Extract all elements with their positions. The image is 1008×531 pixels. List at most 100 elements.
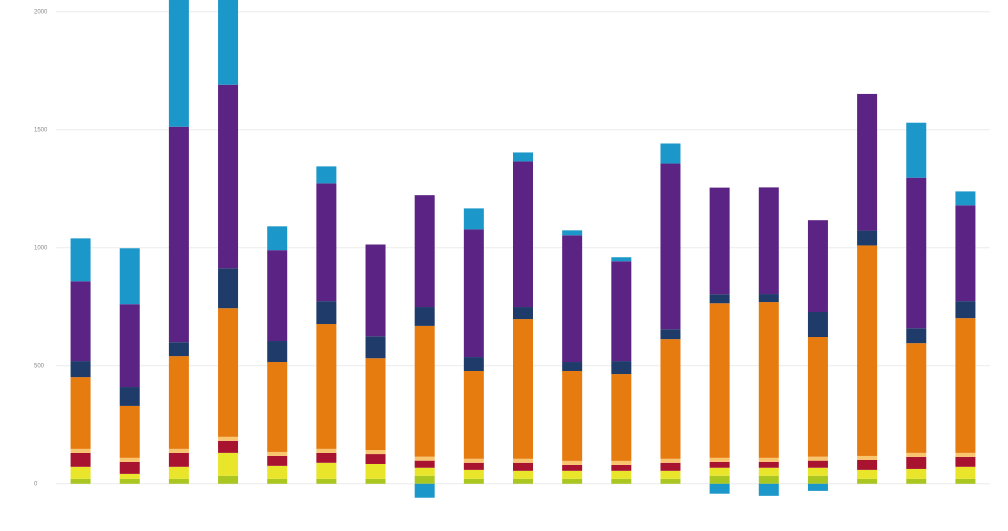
bar-segment: [562, 460, 583, 465]
bar-segment: [119, 387, 140, 406]
bar-segment: [562, 235, 583, 363]
bar-segment: [955, 452, 976, 457]
bar-segment: [70, 238, 91, 282]
bar-segment: [119, 457, 140, 462]
bar-segment: [807, 460, 828, 468]
bar-segment: [414, 307, 435, 326]
y-tick-label: 1500: [34, 127, 48, 133]
bar-segment: [119, 405, 140, 458]
bar-segment: [218, 0, 239, 85]
bar-segment: [955, 478, 976, 484]
y-tick-label: 500: [34, 363, 45, 369]
bar-segment: [267, 226, 288, 251]
bar-segment: [611, 464, 632, 471]
y-tick-label: 2000: [34, 9, 48, 15]
bar-segment: [218, 308, 239, 437]
bar-segment: [168, 126, 189, 343]
bar-segment: [463, 478, 484, 484]
bar-segment: [414, 195, 435, 308]
bar-segment: [513, 478, 533, 484]
bar-segment: [611, 374, 632, 461]
bar-segment: [70, 281, 91, 362]
bar-segment: [660, 163, 681, 330]
bar-segment: [562, 470, 583, 479]
bar-segment: [758, 467, 779, 476]
bar-segment: [513, 470, 533, 479]
bar-segment: [758, 475, 779, 484]
bar-segment: [414, 475, 435, 484]
bar-segment: [709, 303, 730, 458]
bar-segment: [807, 483, 828, 491]
bar-segment: [267, 455, 288, 466]
bar-segment: [758, 457, 779, 462]
bar-segment: [906, 177, 927, 329]
bar-segment: [955, 456, 976, 467]
bar-segment: [709, 475, 730, 484]
bar-segment: [807, 337, 828, 457]
bar-segment: [316, 478, 337, 484]
bar-segment: [562, 230, 583, 236]
bar-segment: [807, 475, 828, 484]
bar-segment: [70, 448, 91, 453]
bar-segment: [316, 301, 337, 325]
bar-segment: [660, 470, 681, 479]
bar-segment: [168, 448, 189, 453]
bar-segment: [267, 465, 288, 479]
bar-segment: [955, 466, 976, 479]
bar-segment: [414, 460, 435, 468]
bar-segment: [955, 191, 976, 206]
bar-segment: [463, 462, 484, 470]
bar-segment: [906, 452, 927, 457]
bar-segment: [906, 468, 927, 479]
bar-segment: [857, 455, 878, 460]
bar-segment: [857, 93, 878, 231]
bar-segment: [218, 436, 239, 441]
bar-segment: [611, 257, 632, 262]
bar-segment: [513, 161, 533, 308]
bar-segment: [906, 478, 927, 484]
bar-segment: [807, 220, 828, 312]
bar-segment: [611, 361, 632, 375]
bar-segment: [906, 456, 927, 469]
bar-segment: [365, 463, 386, 479]
bar-segment: [906, 122, 927, 178]
bar-segment: [660, 462, 681, 471]
bar-segment: [709, 187, 730, 295]
bar-segment: [807, 311, 828, 338]
bar-segment: [709, 483, 730, 494]
bar-segment: [316, 462, 337, 479]
bar-segment: [513, 307, 533, 320]
bar-segment: [562, 362, 583, 371]
bar-segment: [709, 467, 730, 476]
bar-segment: [955, 301, 976, 319]
bar-segment: [857, 459, 878, 470]
bar-segment: [660, 329, 681, 340]
bar-segment: [562, 478, 583, 484]
bar-segment: [955, 205, 976, 302]
bar-segment: [562, 464, 583, 471]
bar-segment: [463, 469, 484, 479]
bar-segment: [365, 244, 386, 337]
bar-segment: [611, 460, 632, 465]
bar-segment: [709, 461, 730, 468]
bar-segment: [857, 245, 878, 456]
bar-segment: [168, 452, 189, 467]
bar-segment: [709, 294, 730, 304]
bar-segment: [70, 478, 91, 484]
bar-segment: [168, 478, 189, 484]
bar-segment: [660, 458, 681, 463]
bar-segment: [119, 461, 140, 474]
bar-segment: [709, 457, 730, 462]
bar-segment: [414, 325, 435, 457]
bar-segment: [660, 478, 681, 484]
bar-segment: [218, 84, 239, 269]
bar-segment: [218, 452, 239, 476]
bar-segment: [758, 302, 779, 458]
bar-segment: [267, 250, 288, 342]
bar-segment: [906, 343, 927, 453]
bar-segment: [365, 454, 386, 464]
bar-segment: [857, 230, 878, 246]
bar-segment: [168, 466, 189, 479]
bar-segment: [365, 450, 386, 455]
